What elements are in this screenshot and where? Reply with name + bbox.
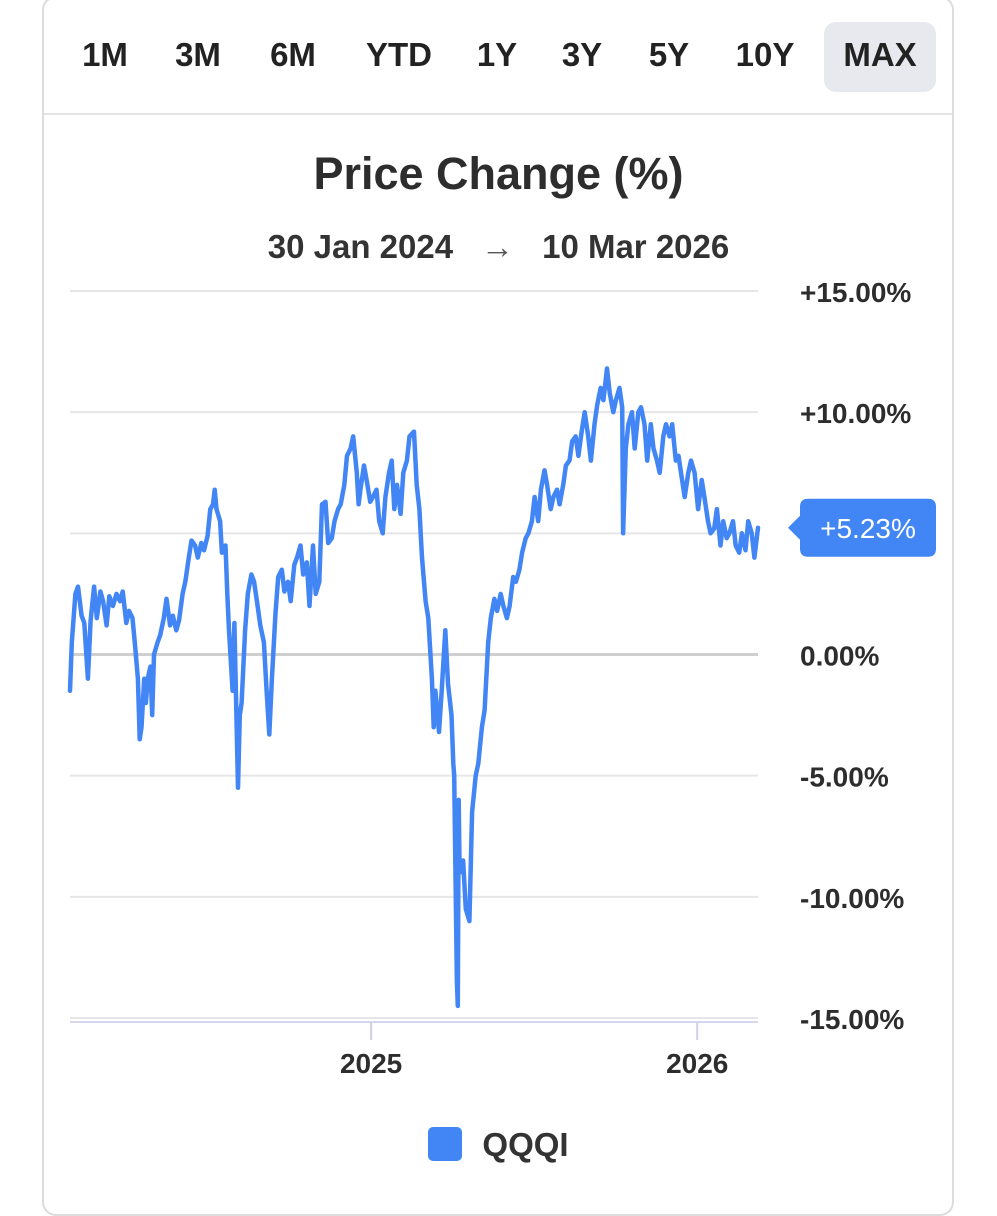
current-value-label: +5.23%	[820, 513, 916, 544]
y-tick-label: +10.00%	[800, 398, 911, 429]
range-button-6m[interactable]: 6M	[270, 36, 316, 73]
range-button-3y[interactable]: 3Y	[561, 36, 603, 73]
y-tick-label: 0.00%	[800, 641, 879, 672]
arrow-right-icon: →	[481, 228, 515, 265]
current-value-badge	[788, 498, 936, 557]
range-button-max[interactable]: MAX	[824, 22, 936, 92]
legend-label[interactable]: QQQI	[482, 1126, 569, 1163]
legend: QQQI	[0, 1126, 997, 1164]
range-button-1m[interactable]: 1M	[82, 36, 128, 73]
y-tick-label: -15.00%	[800, 1004, 904, 1035]
x-tick-label: 2025	[340, 1048, 402, 1079]
range-button-5y[interactable]: 5Y	[648, 36, 690, 73]
range-selector: 1M 3M 6M YTD 1Y 3Y 5Y 10Y MAX	[44, 0, 952, 115]
date-range: 30 Jan 2024 → 10 Mar 2026	[0, 228, 997, 266]
range-button-3m[interactable]: 3M	[175, 36, 221, 73]
end-date: 10 Mar 2026	[542, 228, 730, 265]
y-tick-label: -10.00%	[800, 883, 904, 914]
start-date: 30 Jan 2024	[267, 228, 454, 265]
legend-swatch[interactable]	[428, 1127, 463, 1161]
y-tick-label: -5.00%	[800, 762, 889, 793]
x-tick-label: 2026	[666, 1048, 728, 1079]
chart-title: Price Change (%)	[313, 148, 684, 199]
range-button-10y[interactable]: 10Y	[735, 36, 795, 73]
range-button-ytd[interactable]: YTD	[366, 36, 432, 73]
y-tick-label: +15.00%	[800, 277, 911, 308]
range-button-1y[interactable]: 1Y	[476, 36, 518, 73]
series-line-qqqi	[67, 366, 761, 1009]
